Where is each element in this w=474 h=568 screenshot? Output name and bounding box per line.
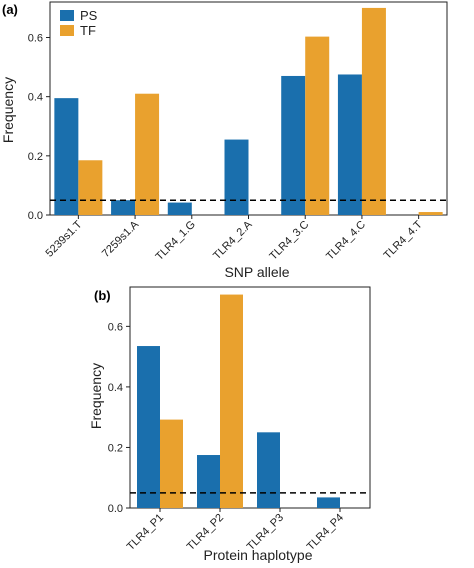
- bar-ps-tlr4-p1: [137, 346, 160, 508]
- bar-ps-tlr4-1-g: [167, 202, 192, 215]
- bar-ps-tlr4-2-a: [224, 139, 249, 215]
- bar-tf-tlr4-4-t: [418, 212, 443, 215]
- legend-label-tf: TF: [80, 23, 96, 38]
- bar-ps-tlr4-p3: [257, 432, 280, 508]
- bar-ps-tlr4-p4: [317, 497, 340, 508]
- x-tick-label: TLR4_3.C: [267, 219, 311, 263]
- panel-a-label: (a): [2, 2, 18, 17]
- y-tick-label: 0.6: [28, 33, 43, 45]
- panel-a-bars: [54, 7, 443, 216]
- x-tick-label: TLR4_4.C: [324, 219, 368, 263]
- y-tick-label: 0.6: [108, 321, 123, 333]
- panel-b-y-axis: 0.0 0.2 0.4 0.6: [108, 321, 130, 515]
- bar-tf-tlr4-p2: [220, 294, 243, 508]
- y-tick-label: 0.2: [108, 442, 123, 454]
- y-tick-label: 0.2: [28, 151, 43, 163]
- y-tick-label: 0.4: [28, 92, 43, 104]
- panel-b-label: (b): [94, 288, 111, 303]
- panel-b-bars: [137, 294, 340, 508]
- y-tick-label: 0.4: [108, 382, 123, 394]
- bar-ps-7259s1-a: [111, 200, 136, 215]
- bar-tf-tlr4-p1: [160, 419, 183, 508]
- panel-b-y-title: Frequency: [88, 363, 104, 429]
- panel-a: (a) 0.0 0.2 0.4 0.6 5239s1.T 7259s1.A TLR4_1.…: [0, 1, 448, 280]
- panel-a-y-axis: 0.0 0.2 0.4 0.6: [28, 33, 50, 222]
- legend-label-ps: PS: [80, 8, 98, 23]
- bar-ps-tlr4-4-c: [337, 74, 362, 216]
- bar-ps-tlr4-3-c: [281, 75, 306, 215]
- x-tick-label: TLR4_2.A: [211, 218, 255, 262]
- bar-tf-7259s1-a: [135, 93, 160, 215]
- x-tick-label: TLR4_4.T: [382, 218, 425, 261]
- legend-swatch-tf: [60, 25, 74, 36]
- x-tick-label: 5239s1.T: [44, 218, 85, 259]
- x-tick-label: 7259s1.A: [100, 218, 142, 260]
- panel-b-plot-frame: [129, 286, 371, 509]
- bar-ps-tlr4-p2: [197, 455, 220, 508]
- bar-tf-5239s1-t: [78, 160, 103, 215]
- panel-b: (b) 0.00.20.40.6 TLR4_P1 TLR4_P2 TLR4_P3 TL…: [88, 286, 371, 563]
- legend-swatch-ps: [60, 10, 74, 21]
- x-tick-label: TLR4_1.G: [154, 219, 198, 263]
- y-tick-label: 0.0: [108, 503, 123, 515]
- bar-tf-tlr4-4-c: [361, 7, 386, 215]
- panel-a-x-axis: 5239s1.T 7259s1.A TLR4_1.G TLR4_2.A TLR4_3.C…: [44, 215, 425, 263]
- panel-a-y-title: Frequency: [0, 77, 16, 143]
- x-tick-label: TLR4_P1: [125, 512, 166, 553]
- panel-b-x-title: Protein haplotype: [204, 547, 313, 563]
- panel-a-legend: PS TF: [60, 8, 98, 38]
- panel-a-x-title: SNP allele: [224, 264, 289, 280]
- bar-tf-tlr4-3-c: [305, 36, 330, 215]
- bar-ps-5239s1-t: [54, 98, 79, 215]
- y-tick-label: 0.0: [28, 210, 43, 222]
